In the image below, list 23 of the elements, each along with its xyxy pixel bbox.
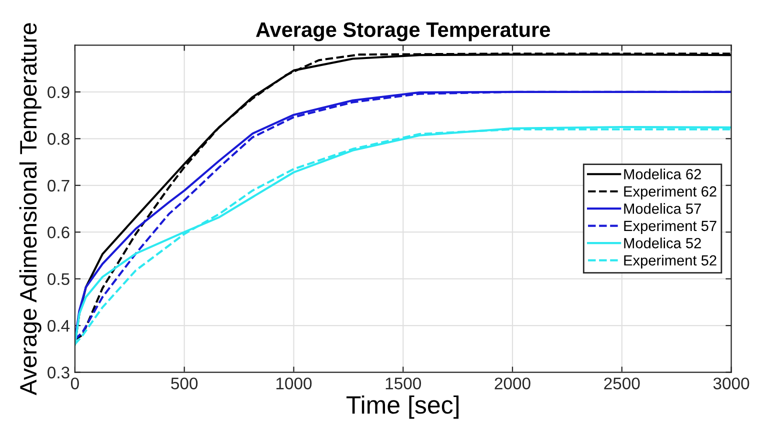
legend-label: Modelica 62 [624, 168, 701, 180]
y-tick-label: 0.7 [48, 180, 70, 192]
x-axis-title: Time [sec] [346, 395, 459, 419]
chart-title: Average Storage Temperature [256, 22, 550, 42]
x-tick-label: 2000 [494, 378, 530, 390]
x-tick-label: 1000 [276, 378, 312, 390]
legend-label: Experiment 52 [624, 254, 716, 268]
y-axis-title: Average Adimensional Temperature [19, 23, 42, 396]
y-tick-label: 0.9 [48, 86, 70, 98]
legend-label: Experiment 57 [624, 220, 716, 234]
x-tick-label: 500 [171, 378, 198, 390]
x-tick-label: 2500 [604, 378, 640, 390]
y-tick-label: 0.6 [48, 226, 70, 238]
x-tick-label: 1500 [386, 378, 421, 390]
y-tick-label: 0.8 [48, 133, 70, 145]
legend-label: Experiment 62 [624, 186, 716, 200]
x-tick-label: 3000 [713, 378, 750, 390]
x-tick-label: 0 [70, 378, 79, 390]
legend-label: Modelica 57 [624, 203, 701, 214]
legend-label: Modelica 52 [624, 238, 701, 248]
y-tick-label: 0.5 [48, 273, 70, 286]
y-tick-label: 0.3 [48, 366, 70, 378]
y-tick-label: 0.4 [48, 320, 70, 332]
